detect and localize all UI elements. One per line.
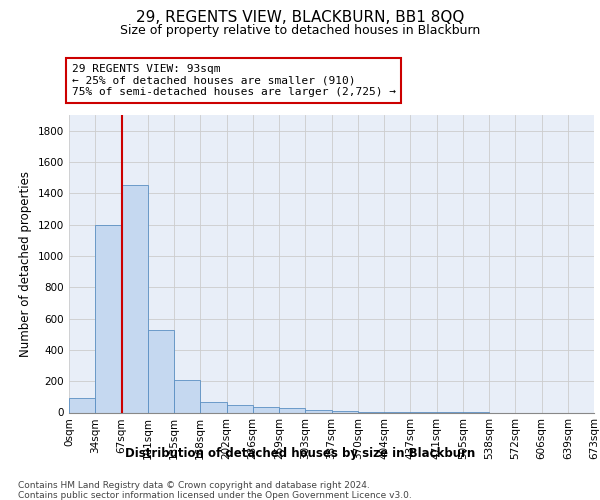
Bar [305, 410, 331, 412]
Bar [95, 224, 121, 412]
Bar [253, 407, 279, 412]
Bar [331, 411, 358, 412]
Text: Distribution of detached houses by size in Blackburn: Distribution of detached houses by size … [125, 448, 475, 460]
Bar [148, 330, 174, 412]
Bar [279, 408, 305, 412]
Y-axis label: Number of detached properties: Number of detached properties [19, 171, 32, 357]
Text: 29, REGENTS VIEW, BLACKBURN, BB1 8QQ: 29, REGENTS VIEW, BLACKBURN, BB1 8QQ [136, 10, 464, 25]
Bar [227, 406, 253, 412]
Bar [121, 186, 148, 412]
Bar [200, 402, 227, 412]
Text: Contains HM Land Registry data © Crown copyright and database right 2024.
Contai: Contains HM Land Registry data © Crown c… [18, 481, 412, 500]
Text: Size of property relative to detached houses in Blackburn: Size of property relative to detached ho… [120, 24, 480, 37]
Text: 29 REGENTS VIEW: 93sqm
← 25% of detached houses are smaller (910)
75% of semi-de: 29 REGENTS VIEW: 93sqm ← 25% of detached… [71, 64, 395, 97]
Bar [174, 380, 200, 412]
Bar [69, 398, 95, 412]
